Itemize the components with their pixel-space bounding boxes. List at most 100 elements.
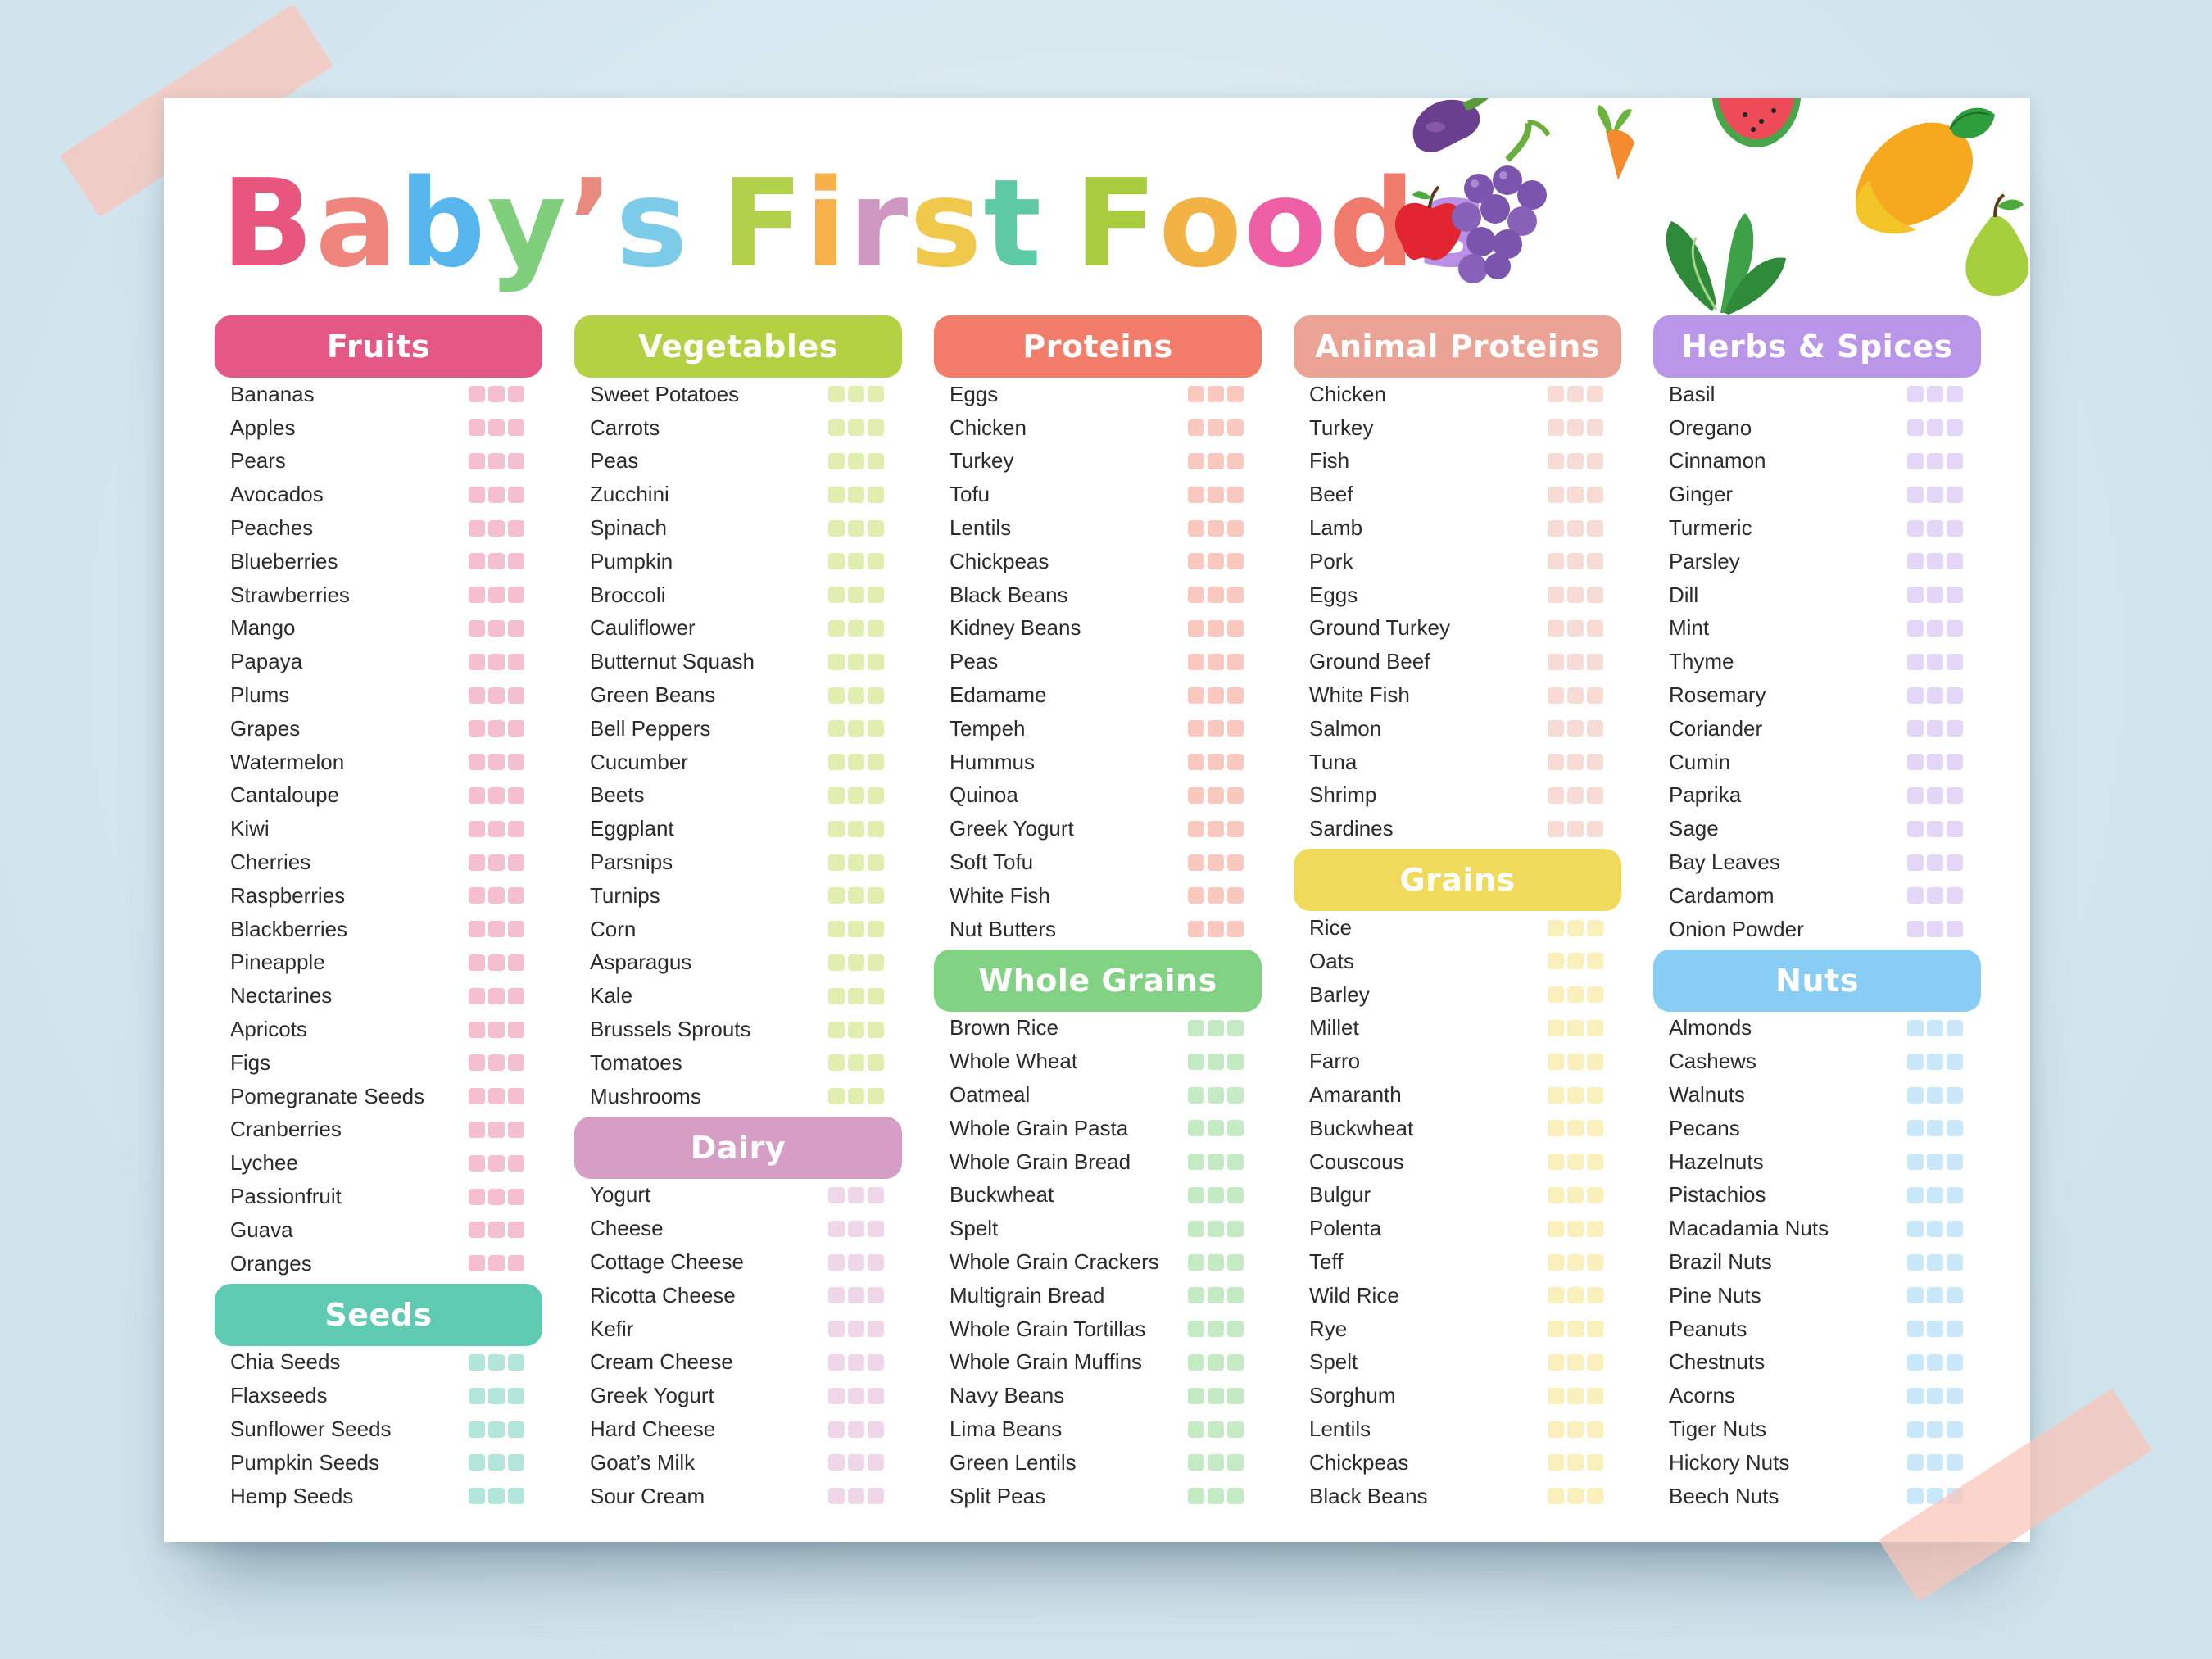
tracking-checkbox[interactable] <box>828 854 845 871</box>
tracking-checkbox[interactable] <box>1947 1321 1963 1338</box>
tracking-checkbox[interactable] <box>1587 1019 1603 1036</box>
tracking-checkbox[interactable] <box>828 1353 845 1371</box>
tracking-checkbox[interactable] <box>1567 1454 1584 1471</box>
tracking-checkbox[interactable] <box>1208 452 1224 469</box>
tracking-checkbox[interactable] <box>848 987 864 1004</box>
tracking-checkbox[interactable] <box>868 921 884 938</box>
tracking-checkbox[interactable] <box>868 419 884 437</box>
tracking-checkbox[interactable] <box>1208 887 1224 904</box>
tracking-checkbox[interactable] <box>1567 619 1584 637</box>
tracking-checkbox[interactable] <box>828 419 845 437</box>
tracking-checkbox[interactable] <box>1927 720 1943 737</box>
tracking-checkbox[interactable] <box>848 386 864 403</box>
tracking-checkbox[interactable] <box>828 1454 845 1471</box>
tracking-checkbox[interactable] <box>1548 687 1564 704</box>
tracking-checkbox[interactable] <box>1227 1353 1244 1371</box>
tracking-checkbox[interactable] <box>469 1454 485 1471</box>
tracking-checkbox[interactable] <box>469 1121 485 1138</box>
tracking-checkbox[interactable] <box>1188 820 1204 837</box>
tracking-checkbox[interactable] <box>508 619 524 637</box>
tracking-checkbox[interactable] <box>1548 452 1564 469</box>
tracking-checkbox[interactable] <box>469 1154 485 1172</box>
tracking-checkbox[interactable] <box>488 452 505 469</box>
tracking-checkbox[interactable] <box>469 987 485 1004</box>
tracking-checkbox[interactable] <box>1188 1154 1204 1171</box>
tracking-checkbox[interactable] <box>1927 1353 1943 1371</box>
tracking-checkbox[interactable] <box>1188 1120 1204 1137</box>
tracking-checkbox[interactable] <box>1548 386 1564 403</box>
tracking-checkbox[interactable] <box>488 1054 505 1072</box>
tracking-checkbox[interactable] <box>1548 1220 1564 1237</box>
tracking-checkbox[interactable] <box>469 486 485 503</box>
tracking-checkbox[interactable] <box>508 519 524 537</box>
tracking-checkbox[interactable] <box>1208 854 1224 871</box>
tracking-checkbox[interactable] <box>848 553 864 570</box>
tracking-checkbox[interactable] <box>488 1454 505 1471</box>
tracking-checkbox[interactable] <box>1947 1287 1963 1304</box>
tracking-checkbox[interactable] <box>848 754 864 771</box>
tracking-checkbox[interactable] <box>1947 1120 1963 1137</box>
tracking-checkbox[interactable] <box>1208 419 1224 437</box>
tracking-checkbox[interactable] <box>1907 1387 1924 1404</box>
tracking-checkbox[interactable] <box>508 1421 524 1438</box>
tracking-checkbox[interactable] <box>508 1188 524 1205</box>
tracking-checkbox[interactable] <box>469 786 485 804</box>
tracking-checkbox[interactable] <box>1188 486 1204 503</box>
tracking-checkbox[interactable] <box>1548 1454 1564 1471</box>
tracking-checkbox[interactable] <box>868 553 884 570</box>
tracking-checkbox[interactable] <box>488 419 505 437</box>
tracking-checkbox[interactable] <box>1587 1488 1603 1505</box>
tracking-checkbox[interactable] <box>469 887 485 904</box>
tracking-checkbox[interactable] <box>1567 687 1584 704</box>
tracking-checkbox[interactable] <box>1208 1488 1224 1505</box>
tracking-checkbox[interactable] <box>508 1088 524 1105</box>
tracking-checkbox[interactable] <box>1567 1154 1584 1171</box>
tracking-checkbox[interactable] <box>1927 1053 1943 1070</box>
tracking-checkbox[interactable] <box>1227 1120 1244 1137</box>
tracking-checkbox[interactable] <box>1227 820 1244 837</box>
tracking-checkbox[interactable] <box>1548 1019 1564 1036</box>
tracking-checkbox[interactable] <box>488 754 505 771</box>
tracking-checkbox[interactable] <box>1227 1488 1244 1505</box>
tracking-checkbox[interactable] <box>868 1220 884 1237</box>
tracking-checkbox[interactable] <box>1227 754 1244 771</box>
tracking-checkbox[interactable] <box>1587 619 1603 637</box>
tracking-checkbox[interactable] <box>1208 1220 1224 1237</box>
tracking-checkbox[interactable] <box>1567 720 1584 737</box>
tracking-checkbox[interactable] <box>1927 619 1943 637</box>
tracking-checkbox[interactable] <box>1907 820 1924 837</box>
tracking-checkbox[interactable] <box>1907 1454 1924 1471</box>
tracking-checkbox[interactable] <box>488 619 505 637</box>
tracking-checkbox[interactable] <box>828 386 845 403</box>
tracking-checkbox[interactable] <box>469 1255 485 1272</box>
tracking-checkbox[interactable] <box>1587 786 1603 804</box>
tracking-checkbox[interactable] <box>828 1186 845 1203</box>
tracking-checkbox[interactable] <box>1188 587 1204 604</box>
tracking-checkbox[interactable] <box>508 1353 524 1371</box>
tracking-checkbox[interactable] <box>1907 1321 1924 1338</box>
tracking-checkbox[interactable] <box>1927 921 1943 938</box>
tracking-checkbox[interactable] <box>1567 1353 1584 1371</box>
tracking-checkbox[interactable] <box>1947 1253 1963 1271</box>
tracking-checkbox[interactable] <box>848 486 864 503</box>
tracking-checkbox[interactable] <box>1548 486 1564 503</box>
tracking-checkbox[interactable] <box>1927 419 1943 437</box>
tracking-checkbox[interactable] <box>1227 720 1244 737</box>
tracking-checkbox[interactable] <box>828 1220 845 1237</box>
tracking-checkbox[interactable] <box>1947 887 1963 904</box>
tracking-checkbox[interactable] <box>508 1387 524 1404</box>
tracking-checkbox[interactable] <box>1927 1321 1943 1338</box>
tracking-checkbox[interactable] <box>1208 1353 1224 1371</box>
tracking-checkbox[interactable] <box>1947 587 1963 604</box>
tracking-checkbox[interactable] <box>1907 921 1924 938</box>
tracking-checkbox[interactable] <box>469 921 485 938</box>
tracking-checkbox[interactable] <box>1188 1019 1204 1036</box>
tracking-checkbox[interactable] <box>1927 1253 1943 1271</box>
tracking-checkbox[interactable] <box>508 754 524 771</box>
tracking-checkbox[interactable] <box>1947 1454 1963 1471</box>
tracking-checkbox[interactable] <box>868 987 884 1004</box>
tracking-checkbox[interactable] <box>1208 1321 1224 1338</box>
tracking-checkbox[interactable] <box>1927 553 1943 570</box>
tracking-checkbox[interactable] <box>1587 1154 1603 1171</box>
tracking-checkbox[interactable] <box>488 1088 505 1105</box>
